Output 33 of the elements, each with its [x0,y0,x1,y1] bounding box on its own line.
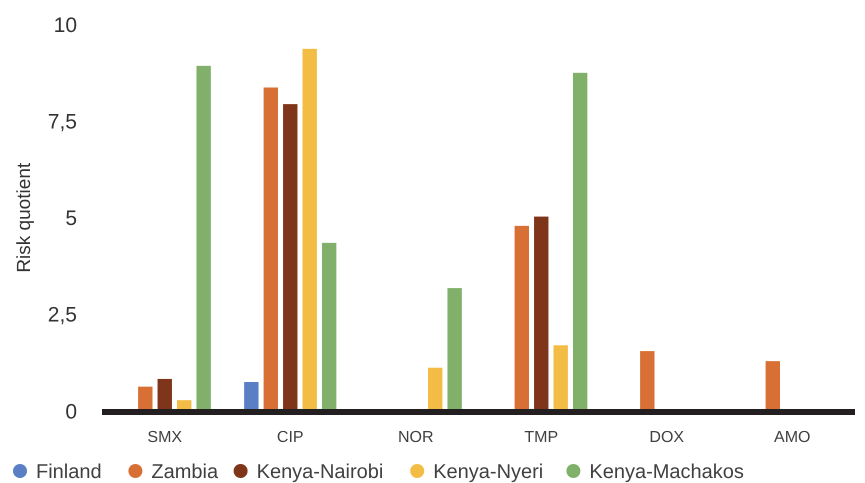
x-tick-label: SMX [147,429,182,446]
y-axis-title: Risk quotient [14,162,35,273]
bar [554,345,568,411]
x-tick-label: AMO [774,429,810,446]
bar [302,48,317,411]
bar [264,88,278,411]
x-tick-label: DOX [649,429,684,446]
bar [244,382,259,411]
bar [138,386,152,411]
bar [572,72,588,411]
legend-label: Kenya-Machakos [589,461,744,483]
y-tick-label: 10 [54,14,77,37]
x-tick-label: TMP [524,429,558,446]
x-tick-label: NOR [398,429,434,446]
y-tick-label: 2,5 [48,304,77,327]
bar [196,66,211,411]
legend-label: Kenya-Nyeri [433,461,544,483]
bar [514,226,529,411]
bar [428,368,442,411]
legend-label: Finland [36,461,102,483]
x-tick-label: CIP [276,429,304,446]
legend-label: Zambia [151,461,219,483]
bar [158,378,172,411]
y-tick-label: 7,5 [48,110,77,134]
bar [447,288,462,411]
y-tick-label: 0 [65,400,77,424]
bar [766,361,780,411]
bar [534,216,548,411]
bar [322,242,336,411]
bar [640,351,654,411]
bar [283,104,298,411]
legend-label: Kenya-Nairobi [256,461,384,483]
y-tick-label: 5 [65,207,77,230]
